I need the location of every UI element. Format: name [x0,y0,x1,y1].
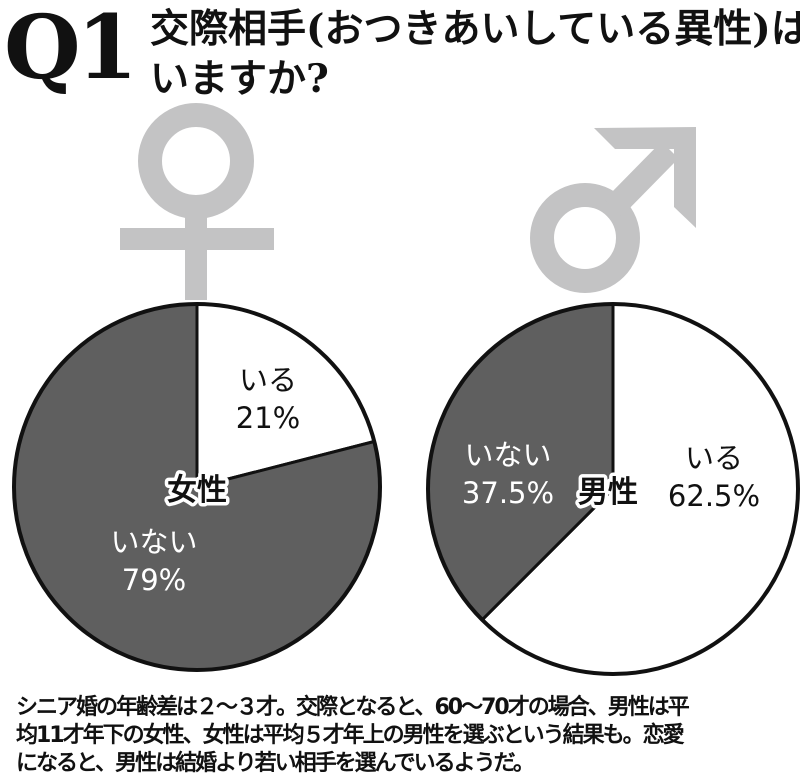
pie-chart-male: いる 62.5% いない 37.5% 男性 [426,302,800,676]
pie-center-title: 男性 [578,475,638,510]
caption-line: になると、男性は結婚より若い相手を選んでいるようだ。 [16,751,535,776]
slice-value-label: 79% [122,563,186,597]
slice-label: いない [110,525,197,559]
female-symbol-ring [138,103,254,219]
male-symbol-arrowhead [594,127,696,228]
pie-outline [12,302,382,672]
slice-value-label: 37.5% [462,476,554,510]
caption-line: 均11才年下の女性、女性は平均５才年上の男性を選ぶという結果も。恋愛 [16,723,685,748]
question-title-line: 交際相手(おつきあいしている異性)は [150,6,800,52]
caption-line: シニア婚の年齢差は２～３才。交際となると、60～70才の場合、男性は平 [16,695,690,720]
male-symbol-ring [530,183,640,293]
slice-label: いる [685,441,743,475]
question-number: Q1 [4,0,138,99]
pie-center-title: 女性 [167,473,227,508]
male-symbol-icon [530,127,696,293]
female-symbol-icon [120,103,274,300]
question-title: 交際相手(おつきあいしている異性)は いますか? [150,4,800,104]
female-symbol-crossbar [120,228,274,250]
slice-label: いない [464,438,551,472]
pie-outline [426,302,800,676]
charts-area: いる 21% いない 79% 女性 いる 62.5% いない 37.5% 男性 [12,103,800,676]
question-title-line: いますか? [150,56,329,102]
male-symbol-shaft [604,141,679,217]
slice-label: いる [239,363,297,397]
female-symbol-stem [185,205,207,300]
slice-value-label: 62.5% [668,479,760,513]
pie-chart-female: いる 21% いない 79% 女性 [12,302,382,672]
slice-value-label: 21% [236,401,300,435]
caption: シニア婚の年齢差は２～３才。交際となると、60～70才の場合、男性は平 均11才… [16,694,800,778]
